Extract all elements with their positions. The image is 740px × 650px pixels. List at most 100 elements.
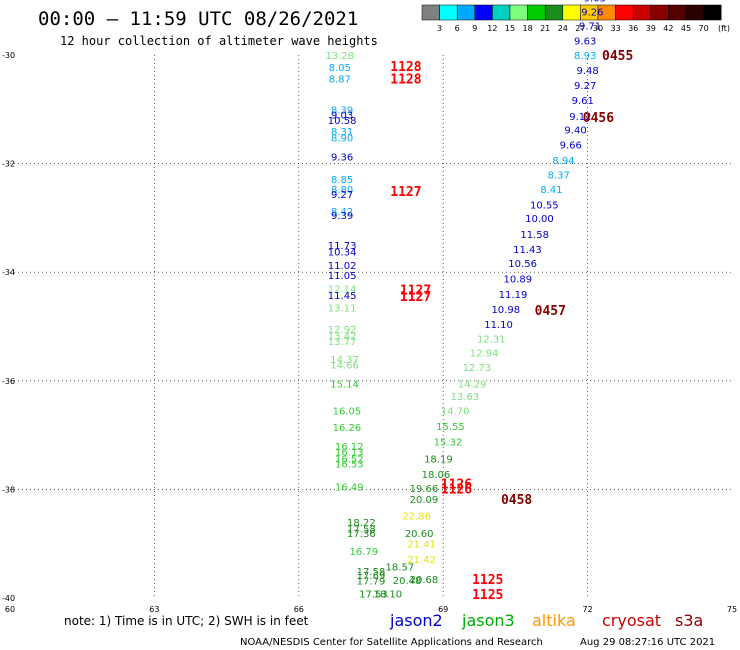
wave-height-point: 15.55	[436, 422, 465, 433]
colorbar-tick: 42	[663, 24, 673, 33]
wave-height-point: 9.39	[331, 211, 353, 222]
x-tick-label: 75	[727, 605, 737, 614]
wave-height-point: 16.53	[335, 459, 364, 470]
wave-height-point: 8.90	[331, 134, 353, 145]
colorbar-swatch	[474, 4, 493, 21]
wave-height-point: 8.41	[540, 185, 562, 196]
colorbar-swatch	[685, 4, 704, 21]
colorbar-swatch	[544, 4, 564, 21]
wave-height-point: 18.10	[374, 590, 403, 601]
track-time-label: 1125	[472, 573, 503, 588]
track-time-label: 1126	[441, 477, 472, 492]
note-text: note: 1) Time is in UTC; 2) SWH is in fe…	[64, 614, 309, 628]
wave-height-point: 10.98	[491, 305, 520, 316]
wave-height-point: 13.28	[325, 51, 354, 62]
colorbar-tick: 70	[699, 24, 709, 33]
track-time-label: 1127	[400, 290, 431, 305]
legend-jason2: jason2	[389, 611, 443, 630]
y-tick-label: -30	[2, 51, 15, 60]
colorbar-swatch	[703, 4, 722, 21]
track-time-label: 0457	[535, 304, 566, 319]
wave-height-point: 8.87	[329, 74, 351, 85]
wave-height-point: 15.32	[434, 438, 463, 449]
wave-height-point: 20.09	[410, 495, 439, 506]
track-time-label: 1126	[441, 482, 472, 497]
legend-cryosat: cryosat	[602, 611, 661, 630]
colorbar-tick: 24	[558, 24, 568, 33]
colorbar-swatch	[492, 4, 511, 21]
colorbar-tick: 33	[611, 24, 621, 33]
wave-height-point: 9.66	[560, 141, 582, 152]
wave-height-point: 18.57	[386, 563, 415, 574]
wave-height-point: 12.31	[477, 334, 506, 345]
y-tick-label: -36	[2, 377, 15, 386]
colorbar-tick: 3	[437, 24, 442, 33]
wave-height-point: 11.05	[328, 271, 357, 282]
wave-height-point: 9.63	[574, 36, 596, 47]
y-tick-label: -34	[2, 268, 15, 277]
colorbar: 3 6 9 12 15 18 21 24 27 30 33 36 39 42 45 70 (ft)	[421, 4, 730, 33]
wave-height-point: 8.05	[329, 63, 351, 74]
wave-height-point: 9.71	[579, 22, 601, 33]
legend-s3a: s3a	[675, 611, 703, 630]
colorbar-tick: 15	[505, 24, 515, 33]
wave-height-point: 13.11	[328, 303, 357, 314]
x-tick-label: 60	[5, 605, 15, 614]
wave-height-point: 10.55	[530, 200, 559, 211]
colorbar-swatch	[562, 4, 581, 21]
wave-height-point: 12.73	[463, 363, 492, 374]
track-time-label: 0456	[583, 111, 614, 126]
wave-height-point: 13.63	[451, 392, 480, 403]
colorbar-swatch	[615, 4, 634, 21]
wave-height-point: 9.05	[584, 0, 606, 4]
chart-title: 00:00 – 11:59 UTC 08/26/2021	[38, 8, 358, 30]
colorbar-unit: (ft)	[718, 24, 730, 33]
wave-height-point: 12.14	[328, 284, 357, 295]
colorbar-tick: 6	[455, 24, 460, 33]
wave-height-point: 9.61	[572, 96, 594, 107]
track-time-label: 1127	[390, 185, 421, 200]
track-time-label: 1125	[472, 588, 503, 603]
wave-height-point: 10.56	[508, 259, 537, 270]
wave-height-point: 8.42	[331, 207, 353, 218]
wave-height-point: 17.69	[357, 571, 386, 582]
wave-height-point: 13.77	[328, 337, 357, 348]
legend-altika: altika	[532, 611, 576, 630]
track-time-label: 1127	[400, 284, 431, 299]
wave-height-point: 10.89	[503, 275, 532, 286]
wave-height-point: 17.36	[347, 529, 376, 540]
wave-height-point: 11.43	[513, 245, 542, 256]
colorbar-tick: 9	[472, 24, 477, 33]
wave-height-point: 18.19	[424, 454, 453, 465]
colorbar-swatch	[668, 4, 687, 21]
wave-height-point: 11.19	[499, 290, 528, 301]
chart-subtitle: 12 hour collection of altimeter wave hei…	[60, 34, 378, 48]
plot-grid	[10, 55, 732, 598]
x-tick-label: 72	[583, 605, 593, 614]
wave-height-point: 9.26	[581, 8, 603, 19]
satellite-legend: jason2 jason3 altika cryosat s3a	[389, 611, 703, 630]
y-tick-label: -32	[2, 160, 15, 169]
x-tick-label: 66	[294, 605, 304, 614]
wave-height-point: 10.00	[525, 214, 554, 225]
wave-height-point: 11.73	[328, 241, 357, 252]
wave-height-point: 8.85	[331, 175, 353, 186]
wave-height-point: 16.05	[333, 407, 362, 418]
wave-height-point: 11.10	[484, 320, 513, 331]
wave-height-point: 9.03	[331, 111, 353, 122]
wave-height-point: 9.12	[569, 112, 591, 123]
track-time-label: 1128	[390, 72, 421, 87]
track-time-label: 0458	[501, 493, 532, 508]
wave-height-point: 16.13	[335, 447, 364, 458]
wave-height-point: 19.66	[410, 484, 439, 495]
wave-height-point: 21.42	[407, 555, 436, 566]
colorbar-swatch	[650, 4, 669, 21]
wave-height-point: 9.48	[576, 66, 598, 77]
track-time-label: 1128	[390, 60, 421, 75]
colorbar-tick: 45	[681, 24, 691, 33]
axis-ticks: -30 -32 -34 -36 -38 -40 60 63 66 69 72 75	[2, 51, 737, 614]
wave-height-point: 9.27	[331, 190, 353, 201]
wave-height-point: 8.93	[574, 51, 596, 62]
